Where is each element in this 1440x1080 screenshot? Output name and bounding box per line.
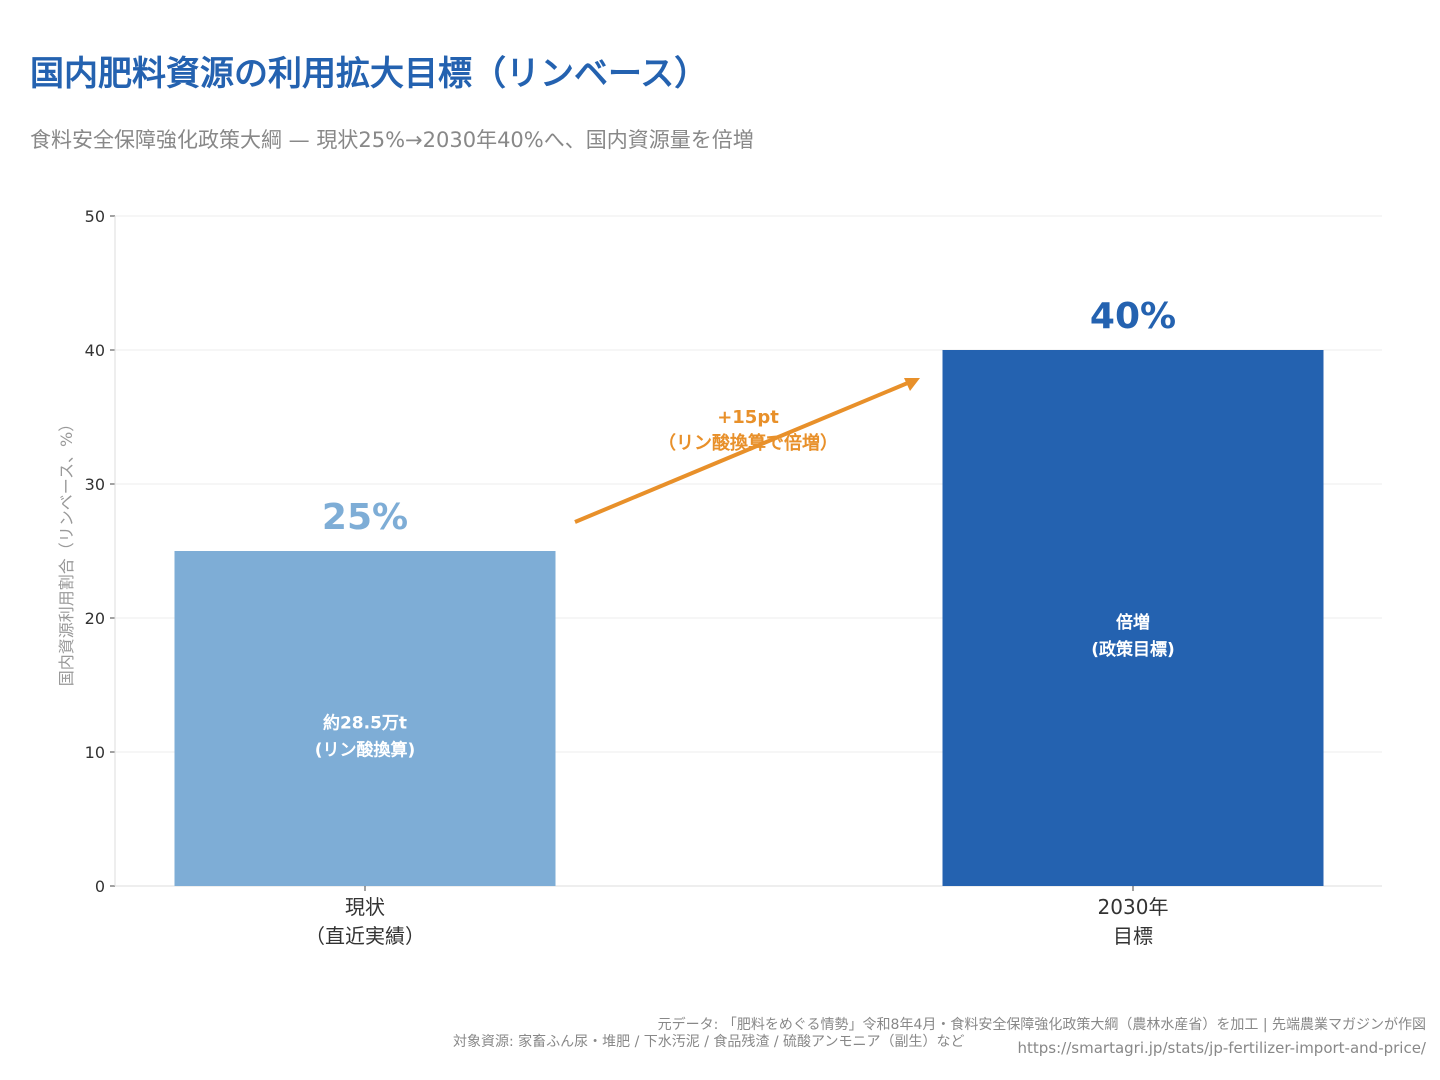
bar-chart: 0 10 20 30 40 50 国内資源利用割合（リンベース、%） 25% 約28.5万t (リ… xyxy=(57,207,1382,948)
y-axis-label: 国内資源利用割合（リンベース、%） xyxy=(57,416,76,686)
value-label: 25% xyxy=(322,497,408,538)
footer-resources: 対象資源: 家畜ふん尿・堆肥 / 下水汚泥 / 食品残渣 / 硫酸アンモニア（副… xyxy=(453,1034,965,1050)
y-tick-label: 40 xyxy=(85,341,105,360)
trend-arrow xyxy=(574,380,911,524)
bar-inner-label: 倍増(政策目標) xyxy=(1091,612,1175,660)
x-tick-label: 2030年目標 xyxy=(1098,895,1169,948)
bar-inner-label: 約28.5万t (リン酸換算) xyxy=(315,713,416,761)
bar xyxy=(174,551,556,886)
y-tick-label: 20 xyxy=(85,609,105,628)
chart-title: 国内肥料資源の利用拡大目標（リンベース） xyxy=(30,54,709,94)
bar xyxy=(942,350,1324,886)
chart-subtitle: 食料安全保障強化政策大綱 — 現状25%→2030年40%へ、国内資源量を倍増 xyxy=(30,128,754,152)
arrow-head-icon xyxy=(904,378,920,391)
y-tick-label: 0 xyxy=(95,877,105,896)
footer-source: 元データ: 「肥料をめぐる情勢」令和8年4月・食料安全保障強化政策大綱（農林水産… xyxy=(657,1017,1426,1033)
annotation-label: +15pt （リン酸換算で倍増） xyxy=(658,407,838,454)
x-tick-label: 現状（直近実績） xyxy=(305,895,425,948)
y-tick-label: 50 xyxy=(85,207,105,226)
y-tick-label: 10 xyxy=(85,743,105,762)
value-label: 40% xyxy=(1090,296,1176,337)
y-tick-label: 30 xyxy=(85,475,105,494)
footer-url: https://smartagri.jp/stats/jp-fertilizer… xyxy=(1017,1039,1426,1057)
